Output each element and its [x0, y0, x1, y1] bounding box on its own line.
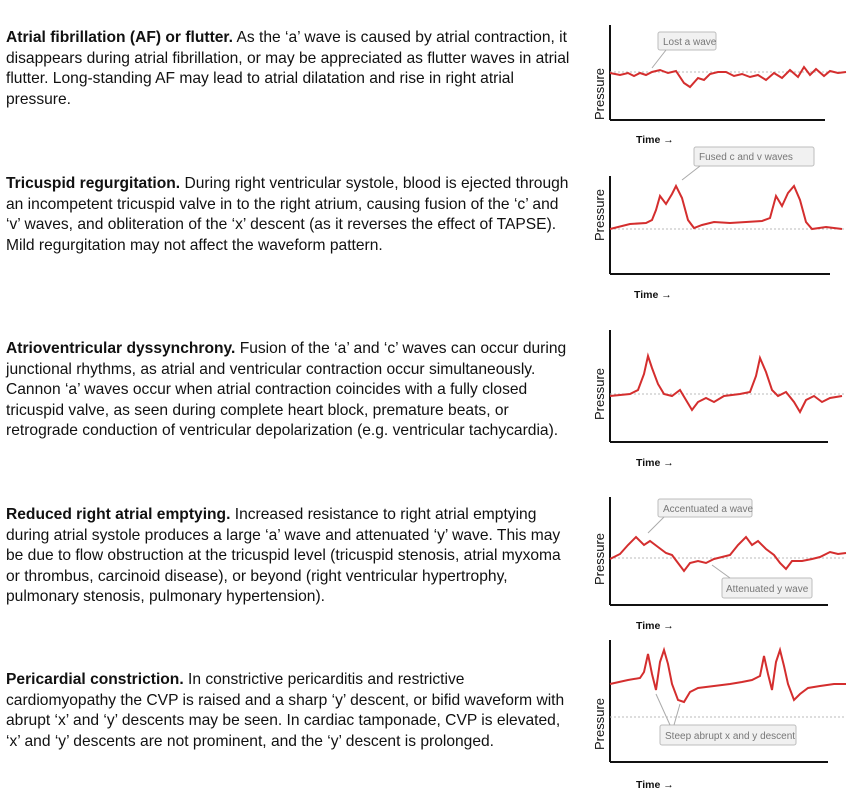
panel-av-xlabel: Time → [636, 457, 674, 469]
panel-rae-xlabel: Time → [636, 620, 674, 632]
panel-af-svg: Pressure Lost a wave Time → [592, 25, 847, 146]
panel-tr-ylabel: Pressure [592, 189, 607, 241]
section-af-paragraph: Atrial fibrillation (AF) or flutter. As … [6, 28, 572, 110]
panel-tr-waveform [609, 183, 843, 231]
callout-lost-a-wave: Lost a wave [663, 37, 717, 48]
section-af-body: As the ‘a’ wave is caused by atrial cont… [6, 29, 570, 108]
panel-av-waveform [609, 352, 843, 415]
callout-fused-cv: Fused c and v waves [699, 152, 793, 163]
panel-tr: Pressure Fused c and v waves Time → [590, 146, 855, 306]
section-rae-paragraph: Reduced right atrial emptying. Increased… [6, 505, 572, 608]
panel-av-svg: Pressure Time → [592, 330, 845, 469]
panel-tr-xlabel: Time → [634, 289, 672, 301]
callout-steep-xy-box [659, 724, 797, 746]
callout-accentuated-a: Accentuated a wave [663, 504, 753, 515]
panel-pc-ylabel: Pressure [592, 698, 607, 750]
section-pc-paragraph: Pericardial constriction. In constrictiv… [6, 670, 572, 752]
callout-lost-a-wave-pointer [651, 49, 667, 69]
panel-rae-waveform [609, 535, 847, 573]
section-av-heading: Atrioventricular dyssynchrony. [6, 340, 236, 357]
section-rae-heading: Reduced right atrial emptying. [6, 506, 231, 523]
section-rae-body: Increased resistance to right atrial emp… [6, 506, 561, 606]
panel-rae-ylabel: Pressure [592, 533, 607, 585]
section-tr-paragraph: Tricuspid regurgitation. During right ve… [6, 174, 572, 256]
panel-pc-svg: Pressure Steep abrupt x and y descent Ti… [592, 640, 846, 791]
section-tr-body: During right ventricular systole, blood … [6, 175, 569, 254]
callout-accentuated-a-pointer [647, 516, 665, 534]
section-pc-heading: Pericardial constriction. [6, 671, 184, 688]
callout-attenuated-y-pointer [711, 564, 731, 579]
panel-pc-xlabel: Time → [636, 779, 674, 791]
panel-af-xlabel: Time → [636, 134, 674, 146]
callout-lost-a-wave-box [657, 31, 717, 51]
panel-tr-svg: Pressure Fused c and v waves Time → [592, 146, 845, 301]
callout-attenuated-y: Attenuated y wave [726, 584, 809, 595]
callout-steep-xy: Steep abrupt x and y descent [665, 731, 795, 742]
panel-rae: Pressure Accentuated a wave Attenuated y… [590, 497, 855, 637]
callout-fused-cv-box [693, 146, 815, 167]
callout-attenuated-y-box [721, 577, 813, 599]
panel-av-ylabel: Pressure [592, 368, 607, 420]
panel-pc: Pressure Steep abrupt x and y descent Ti… [590, 640, 855, 795]
section-av-body: Fusion of the ‘a’ and ‘c’ waves can occu… [6, 340, 567, 440]
panel-av: Pressure Time → [590, 330, 855, 475]
callout-accentuated-a-box [657, 498, 753, 518]
section-av-paragraph: Atrioventricular dyssynchrony. Fusion of… [6, 339, 572, 442]
section-tr-heading: Tricuspid regurgitation. [6, 175, 181, 192]
panel-pc-waveform [609, 646, 846, 704]
section-pc-body: In constrictive pericarditis and restric… [6, 671, 565, 750]
panel-af: Pressure Lost a wave Time → [590, 25, 855, 155]
callout-steep-xy-pointer-1 [655, 693, 671, 726]
panel-rae-svg: Pressure Accentuated a wave Attenuated y… [592, 497, 847, 632]
section-af-heading: Atrial fibrillation (AF) or flutter. [6, 29, 233, 46]
callout-fused-cv-pointer [681, 165, 701, 181]
panel-af-waveform [609, 65, 847, 89]
callout-steep-xy-pointer-2 [673, 703, 681, 726]
panel-af-ylabel: Pressure [592, 68, 607, 120]
